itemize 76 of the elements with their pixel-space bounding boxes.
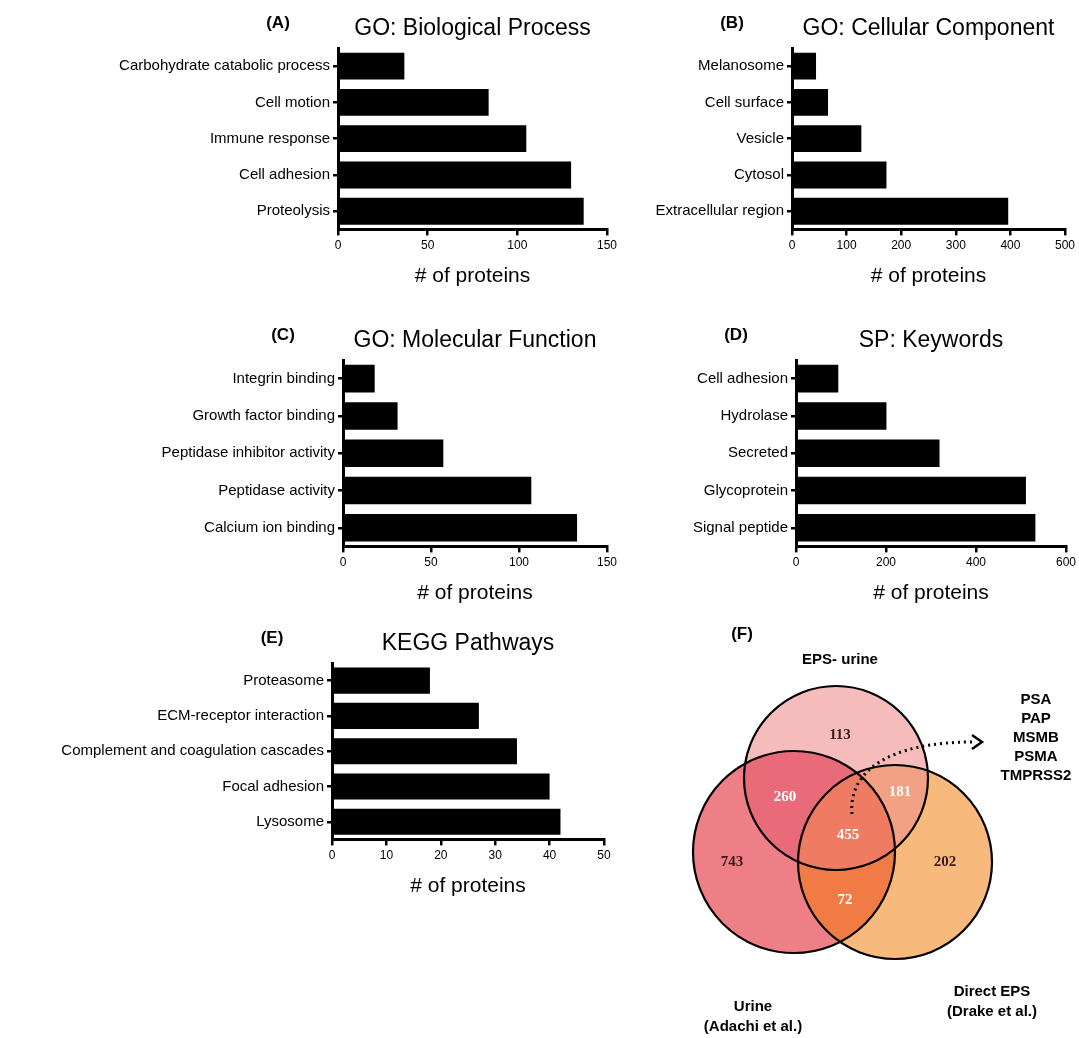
x-tick-label: 400: [1000, 237, 1021, 252]
x-tick-label: 300: [945, 237, 967, 252]
y-tick-label: Vesicle: [736, 128, 784, 146]
x-tick-label: 30: [488, 847, 503, 862]
x-axis-title: # of proteins: [414, 263, 531, 287]
x-axis-title: # of proteins: [410, 873, 526, 897]
y-tick-label: Signal peptide: [692, 517, 788, 535]
text: 260: [773, 787, 797, 804]
y-tick-label: Hydrolase: [720, 406, 788, 424]
y-tick-label: Secreted: [727, 443, 788, 461]
text: (D): [724, 325, 748, 344]
x-tick-label: 200: [891, 237, 912, 252]
y-tick-label: Melanosome: [698, 56, 784, 74]
y-tick-label: Proteolysis: [256, 201, 330, 219]
x-tick-label: 200: [875, 554, 897, 569]
x-tick-label: 100: [508, 554, 530, 569]
text: 181: [888, 782, 912, 799]
y-tick-label: Carbohydrate catabolic process: [119, 56, 330, 74]
x-tick-label: 40: [542, 847, 557, 862]
chart-title: GO: Molecular Function: [353, 326, 597, 352]
y-tick-label: Peptidase inhibitor activity: [161, 443, 336, 461]
x-tick-label: 20: [434, 847, 448, 862]
text: (E): [260, 628, 284, 647]
x-tick-label: 0: [339, 554, 347, 569]
x-tick-label: 50: [420, 237, 435, 252]
chart-title: GO: Cellular Component: [802, 14, 1056, 40]
x-tick-label: 600: [1055, 554, 1077, 569]
y-tick-label: Cell adhesion: [239, 165, 330, 183]
text: 743: [720, 852, 744, 869]
text: 72: [837, 890, 853, 907]
y-tick-label: Lysosome: [256, 811, 324, 829]
x-tick-label: 0: [334, 237, 342, 252]
text: (C): [271, 325, 295, 344]
text: PSA PAP MSMB PSMA TMPRSS2: [1000, 690, 1072, 784]
x-tick-label: 50: [424, 554, 438, 569]
x-axis-title: # of proteins: [870, 263, 987, 287]
chart-title: GO: Biological Process: [354, 14, 591, 40]
y-tick-label: Integrin binding: [232, 368, 335, 386]
text: (F): [731, 623, 753, 643]
y-tick-label: Focal adhesion: [222, 776, 324, 794]
x-tick-label: 0: [328, 847, 336, 862]
y-tick-label: Calcium ion binding: [204, 517, 335, 535]
text: Urine (Adachi et al.): [703, 997, 803, 1035]
y-tick-label: Glycoprotein: [703, 480, 788, 498]
text: 455: [836, 825, 860, 842]
y-tick-label: Cytosol: [733, 165, 784, 183]
y-tick-label: Peptidase activity: [218, 480, 336, 498]
x-axis-title: # of proteins: [417, 580, 533, 604]
x-tick-label: 500: [1054, 237, 1076, 252]
chart-title: SP: Keywords: [858, 326, 1004, 352]
x-axis-title: # of proteins: [873, 580, 989, 604]
y-tick-label: Immune response: [209, 128, 330, 146]
y-tick-label: Extracellular region: [655, 201, 784, 219]
x-tick-label: 150: [596, 237, 618, 252]
y-tick-label: Cell motion: [254, 92, 330, 110]
x-tick-label: 100: [836, 237, 857, 252]
x-tick-label: 100: [507, 237, 528, 252]
x-tick-label: 150: [596, 554, 618, 569]
x-tick-label: 10: [379, 847, 394, 862]
y-tick-label: Complement and coagulation cascades: [61, 741, 324, 759]
x-tick-label: 400: [965, 554, 987, 569]
y-tick-label: Proteasome: [243, 670, 324, 688]
chart-title: KEGG Pathways: [381, 629, 555, 655]
text: Direct EPS (Drake et al.): [946, 982, 1038, 1020]
x-tick-label: 0: [788, 237, 796, 252]
y-tick-label: Cell adhesion: [697, 368, 788, 386]
y-tick-label: ECM-receptor interaction: [157, 706, 324, 724]
x-tick-label: 50: [597, 847, 611, 862]
text: (B): [720, 13, 744, 32]
text: 202: [933, 852, 957, 869]
x-tick-label: 0: [792, 554, 800, 569]
text: 113: [829, 725, 851, 742]
text: (A): [266, 13, 290, 32]
text: EPS- urine: [802, 650, 878, 668]
y-tick-label: Growth factor binding: [192, 406, 335, 424]
y-tick-label: Cell surface: [704, 92, 784, 110]
